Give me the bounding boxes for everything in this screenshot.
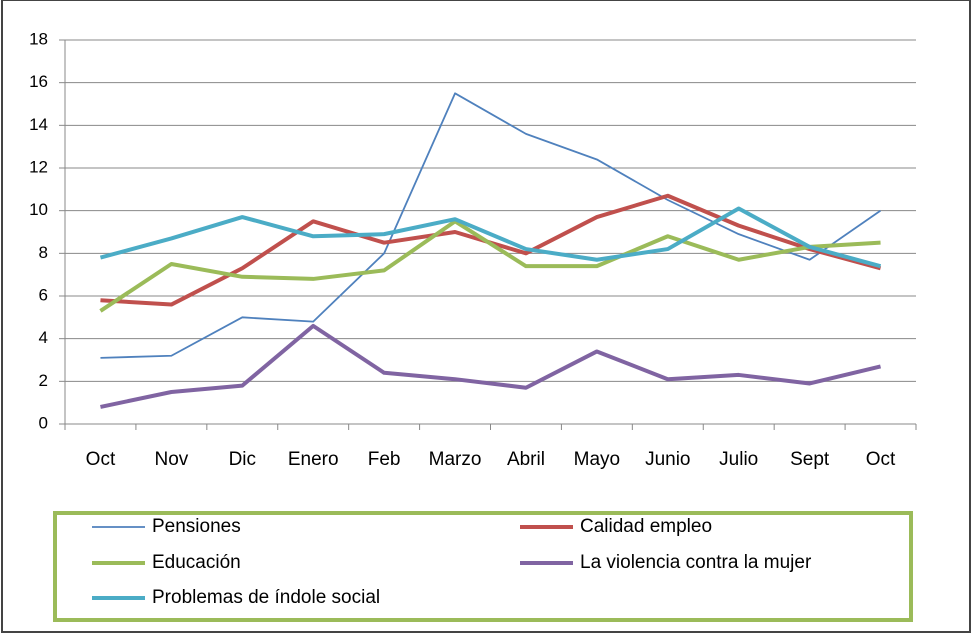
series-line	[100, 323, 882, 409]
x-tick-label: Abril	[507, 449, 545, 470]
y-tick-label: 18	[29, 29, 48, 48]
y-tick-label: 0	[39, 413, 48, 432]
y-tick-label: 4	[39, 328, 48, 347]
x-tick-label: Marzo	[429, 449, 482, 470]
series-line	[100, 92, 882, 359]
series-line	[99, 219, 881, 313]
y-tick-label: 2	[39, 371, 48, 390]
legend-label: La violencia contra la mujer	[580, 552, 812, 573]
x-tick-label: Sept	[790, 449, 830, 470]
x-tick-label: Dic	[229, 449, 256, 470]
x-tick-label: Oct	[866, 449, 896, 470]
x-tick-label: Junio	[645, 449, 690, 470]
x-tick-label: Nov	[154, 449, 188, 470]
x-tick-label: Oct	[86, 449, 116, 470]
legend-box	[53, 511, 913, 622]
y-tick-label: 16	[29, 72, 48, 91]
legend-label: Problemas de índole social	[152, 587, 380, 608]
y-tick-label: 14	[29, 115, 48, 134]
series-line	[99, 206, 882, 269]
y-tick-label: 10	[29, 200, 48, 219]
y-tick-label: 8	[39, 243, 48, 262]
legend-label: Educación	[152, 552, 241, 573]
y-tick-label: 12	[29, 157, 48, 176]
y-tick-label: 6	[39, 285, 48, 304]
x-tick-label: Feb	[368, 449, 401, 470]
legend-label: Pensiones	[152, 516, 241, 537]
legend-label: Calidad empleo	[580, 516, 712, 537]
x-tick-label: Enero	[288, 449, 339, 470]
x-tick-label: Julio	[719, 449, 758, 470]
x-tick-label: Mayo	[574, 449, 620, 470]
